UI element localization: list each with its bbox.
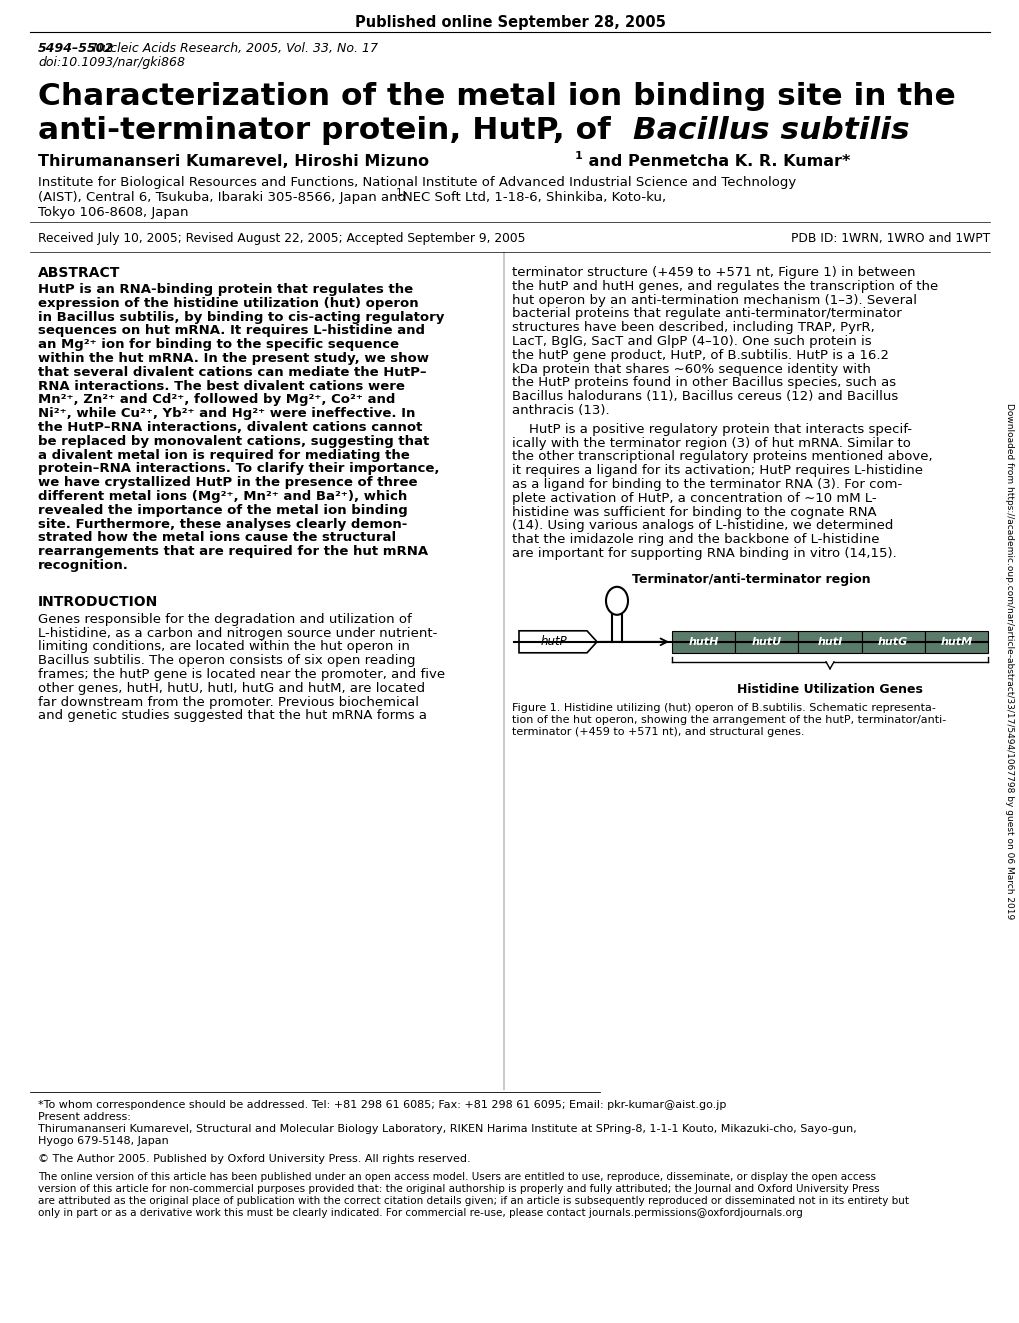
- Text: hutP: hutP: [540, 635, 567, 648]
- Bar: [672, 631, 735, 652]
- Text: a divalent metal ion is required for mediating the: a divalent metal ion is required for med…: [38, 448, 410, 462]
- Text: Thirumananseri Kumarevel, Structural and Molecular Biology Laboratory, RIKEN Har: Thirumananseri Kumarevel, Structural and…: [38, 1125, 856, 1134]
- Text: expression of the histidine utilization (​hut​) operon: expression of the histidine utilization …: [38, 296, 418, 310]
- Text: Nucleic Acids Research, 2005, Vol. 33, No. 17: Nucleic Acids Research, 2005, Vol. 33, N…: [85, 42, 378, 56]
- Text: that the imidazole ring and the backbone of L-histidine: that the imidazole ring and the backbone…: [512, 533, 878, 546]
- Text: are important for supporting RNA binding ​in vitro​ (14,15).: are important for supporting RNA binding…: [512, 546, 896, 560]
- Text: hutM: hutM: [940, 636, 971, 647]
- Text: ically with the terminator region (3) of ​hut​ mRNA. Similar to: ically with the terminator region (3) of…: [512, 437, 910, 450]
- Text: the HutP proteins found in other ​Bacillus​ species, such as: the HutP proteins found in other ​Bacill…: [512, 377, 896, 389]
- Text: it requires a ligand for its activation; HutP requires L-histidine: it requires a ligand for its activation;…: [512, 464, 922, 478]
- Text: we have crystallized HutP in the presence of three: we have crystallized HutP in the presenc…: [38, 476, 417, 490]
- Text: only in part or as a derivative work this must be clearly indicated. For commerc: only in part or as a derivative work thi…: [38, 1208, 802, 1218]
- Text: as a ligand for binding to the terminator RNA (3). For com-: as a ligand for binding to the terminato…: [512, 478, 902, 491]
- Text: anthracis​ (13).: anthracis​ (13).: [512, 404, 609, 417]
- Text: ​hut​ operon by an anti-termination mechanism (1–3). Several: ​hut​ operon by an anti-termination mech…: [512, 294, 916, 307]
- Text: sequences on ​hut​ mRNA. It requires L-histidine and: sequences on ​hut​ mRNA. It requires L-h…: [38, 324, 425, 337]
- Text: L-histidine, as a carbon and nitrogen source under nutrient-: L-histidine, as a carbon and nitrogen so…: [38, 627, 437, 639]
- Text: anti-terminator protein, HutP, of: anti-terminator protein, HutP, of: [38, 116, 621, 146]
- Text: *To whom correspondence should be addressed. Tel: +81 298 61 6085; Fax: +81 298 : *To whom correspondence should be addres…: [38, 1099, 726, 1110]
- Text: the ​hutP​ gene product, HutP, of ​B.subtilis​. HutP is a 16.2: the ​hutP​ gene product, HutP, of ​B.sub…: [512, 349, 889, 361]
- Text: histidine was sufficient for binding to the cognate RNA: histidine was sufficient for binding to …: [512, 505, 875, 519]
- Text: Terminator/anti-terminator region: Terminator/anti-terminator region: [631, 573, 869, 586]
- Text: NEC Soft Ltd, 1-18-6, Shinkiba, Koto-ku,: NEC Soft Ltd, 1-18-6, Shinkiba, Koto-ku,: [403, 191, 665, 204]
- Text: Figure 1. Histidine utilizing (​hut​) operon of ​B.subtilis​. Schematic represen: Figure 1. Histidine utilizing (​hut​) op…: [512, 703, 935, 713]
- Text: and Penmetcha K. R. Kumar*: and Penmetcha K. R. Kumar*: [583, 153, 850, 169]
- Text: different metal ions (Mg²⁺, Mn²⁺ and Ba²⁺), which: different metal ions (Mg²⁺, Mn²⁺ and Ba²…: [38, 490, 407, 503]
- Text: structures have been described, including TRAP, PyrR,: structures have been described, includin…: [512, 321, 874, 335]
- Text: revealed the importance of the metal ion binding: revealed the importance of the metal ion…: [38, 504, 408, 517]
- Text: Thirumananseri Kumarevel, Hiroshi Mizuno: Thirumananseri Kumarevel, Hiroshi Mizuno: [38, 153, 429, 169]
- Text: Mn²⁺, Zn²⁺ and Cd²⁺, followed by Mg²⁺, Co²⁺ and: Mn²⁺, Zn²⁺ and Cd²⁺, followed by Mg²⁺, C…: [38, 393, 395, 406]
- Text: kDa protein that shares ∼60% sequence identity with: kDa protein that shares ∼60% sequence id…: [512, 363, 870, 376]
- Text: Published online September 28, 2005: Published online September 28, 2005: [355, 15, 664, 30]
- Text: that several divalent cations can mediate the HutP–: that several divalent cations can mediat…: [38, 365, 426, 378]
- Text: Institute for Biological Resources and Functions, National Institute of Advanced: Institute for Biological Resources and F…: [38, 176, 796, 189]
- Text: ​Bacillus subtilis​. The operon consists of six open reading: ​Bacillus subtilis​. The operon consists…: [38, 654, 415, 667]
- Text: frames; the ​hutP​ gene is located near the promoter, and five: frames; the ​hutP​ gene is located near …: [38, 668, 444, 681]
- Text: protein–RNA interactions. To clarify their importance,: protein–RNA interactions. To clarify the…: [38, 463, 439, 475]
- Text: Histidine Utilization Genes: Histidine Utilization Genes: [737, 683, 922, 696]
- Text: rearrangements that are required for the ​hut​ mRNA: rearrangements that are required for the…: [38, 545, 428, 558]
- Text: version of this article for non-commercial purposes provided that: the original : version of this article for non-commerci…: [38, 1184, 878, 1193]
- Text: Hyogo 679-5148, Japan: Hyogo 679-5148, Japan: [38, 1136, 168, 1146]
- Text: Bacillus subtilis: Bacillus subtilis: [633, 116, 909, 146]
- Text: are attributed as the original place of publication with the correct citation de: are attributed as the original place of …: [38, 1196, 908, 1207]
- Text: 1: 1: [395, 188, 403, 198]
- Text: within the ​hut​ mRNA. In the present study, we show: within the ​hut​ mRNA. In the present st…: [38, 352, 429, 365]
- Text: terminator (+459 to +571 nt), and structural genes.: terminator (+459 to +571 nt), and struct…: [512, 726, 804, 737]
- Text: ABSTRACT: ABSTRACT: [38, 266, 120, 280]
- Text: RNA interactions. The best divalent cations were: RNA interactions. The best divalent cati…: [38, 380, 405, 393]
- Text: Genes responsible for the degradation and utilization of: Genes responsible for the degradation an…: [38, 613, 412, 626]
- Text: PDB ID: 1WRN, 1WRO and 1WPT: PDB ID: 1WRN, 1WRO and 1WPT: [790, 232, 989, 245]
- Text: an Mg²⁺ ion for binding to the specific sequence: an Mg²⁺ ion for binding to the specific …: [38, 339, 398, 351]
- Text: The online version of this article has been published under an open access model: The online version of this article has b…: [38, 1172, 875, 1181]
- Text: and genetic studies suggested that the ​hut​ mRNA forms a: and genetic studies suggested that the ​…: [38, 709, 427, 722]
- Text: the other transcriptional regulatory proteins mentioned above,: the other transcriptional regulatory pro…: [512, 450, 931, 463]
- Text: Present address:: Present address:: [38, 1113, 130, 1122]
- Text: hutU: hutU: [751, 636, 782, 647]
- Text: hutG: hutG: [877, 636, 908, 647]
- Text: hutH: hutH: [688, 636, 718, 647]
- Bar: [735, 631, 798, 652]
- Text: LacT, BglG, SacT and GlpP (4–10). One such protein is: LacT, BglG, SacT and GlpP (4–10). One su…: [512, 335, 871, 348]
- Text: limiting conditions, are located within the ​hut​ operon in: limiting conditions, are located within …: [38, 640, 410, 654]
- Text: doi:10.1093/nar/gki868: doi:10.1093/nar/gki868: [38, 56, 184, 69]
- Text: hutI: hutI: [816, 636, 842, 647]
- Text: Ni²⁺, while Cu²⁺, Yb²⁺ and Hg²⁺ were ineffective. In: Ni²⁺, while Cu²⁺, Yb²⁺ and Hg²⁺ were ine…: [38, 407, 415, 421]
- Text: (14). Using various analogs of L-histidine, we determined: (14). Using various analogs of L-histidi…: [512, 520, 893, 532]
- Text: strated how the metal ions cause the structural: strated how the metal ions cause the str…: [38, 532, 395, 544]
- Bar: [924, 631, 987, 652]
- Text: the HutP–RNA interactions, divalent cations cannot: the HutP–RNA interactions, divalent cati…: [38, 421, 422, 434]
- Text: 5494–5502: 5494–5502: [38, 42, 114, 56]
- Text: bacterial proteins that regulate anti-terminator/terminator: bacterial proteins that regulate anti-te…: [512, 307, 901, 320]
- Text: Downloaded from https://academic.oup.com/nar/article-abstract/33/17/5494/1067798: Downloaded from https://academic.oup.com…: [1005, 404, 1014, 919]
- Text: the ​hutP​ and ​hutH​ genes, and regulates the transcription of the: the ​hutP​ and ​hutH​ genes, and regulat…: [512, 279, 937, 292]
- Text: ​Bacillus halodurans​ (11), ​Bacillus cereus​ (12) and ​Bacillus: ​Bacillus halodurans​ (11), ​Bacillus ce…: [512, 390, 898, 404]
- Text: Characterization of the metal ion binding site in the: Characterization of the metal ion bindin…: [38, 82, 955, 111]
- Text: far downstream from the promoter. Previous biochemical: far downstream from the promoter. Previo…: [38, 696, 419, 709]
- Text: HutP is a positive regulatory protein that interacts specif-: HutP is a positive regulatory protein th…: [512, 423, 911, 435]
- Text: terminator structure (+459 to +571 nt, Figure 1) in between: terminator structure (+459 to +571 nt, F…: [512, 266, 915, 279]
- Text: HutP is an RNA-binding protein that regulates the: HutP is an RNA-binding protein that regu…: [38, 283, 413, 296]
- Text: recognition.: recognition.: [38, 560, 128, 572]
- Text: in ​Bacillus subtilis​, by binding to ​cis​-acting regulatory: in ​Bacillus subtilis​, by binding to ​c…: [38, 311, 444, 324]
- Text: (AIST), Central 6, Tsukuba, Ibaraki 305-8566, Japan and: (AIST), Central 6, Tsukuba, Ibaraki 305-…: [38, 191, 410, 204]
- Text: INTRODUCTION: INTRODUCTION: [38, 595, 158, 609]
- Text: plete activation of HutP, a concentration of ∼10 mM L-: plete activation of HutP, a concentratio…: [512, 492, 875, 505]
- Text: site. Furthermore, these analyses clearly demon-: site. Furthermore, these analyses clearl…: [38, 517, 407, 531]
- Text: be replaced by monovalent cations, suggesting that: be replaced by monovalent cations, sugge…: [38, 435, 429, 447]
- Text: © The Author 2005. Published by Oxford University Press. All rights reserved.: © The Author 2005. Published by Oxford U…: [38, 1154, 470, 1164]
- Text: Received July 10, 2005; Revised August 22, 2005; Accepted September 9, 2005: Received July 10, 2005; Revised August 2…: [38, 232, 525, 245]
- Text: tion of the ​hut​ operon, showing the arrangement of the ​hutP​, terminator/anti: tion of the ​hut​ operon, showing the ar…: [512, 714, 946, 725]
- Bar: [861, 631, 924, 652]
- Text: Tokyo 106-8608, Japan: Tokyo 106-8608, Japan: [38, 206, 189, 220]
- Text: other genes, ​hutH​, ​hutU​, ​hutI​, ​hutG​ and ​hutM​, are located: other genes, ​hutH​, ​hutU​, ​hutI​, ​hu…: [38, 681, 425, 695]
- Bar: [798, 631, 861, 652]
- Text: 1: 1: [575, 151, 582, 161]
